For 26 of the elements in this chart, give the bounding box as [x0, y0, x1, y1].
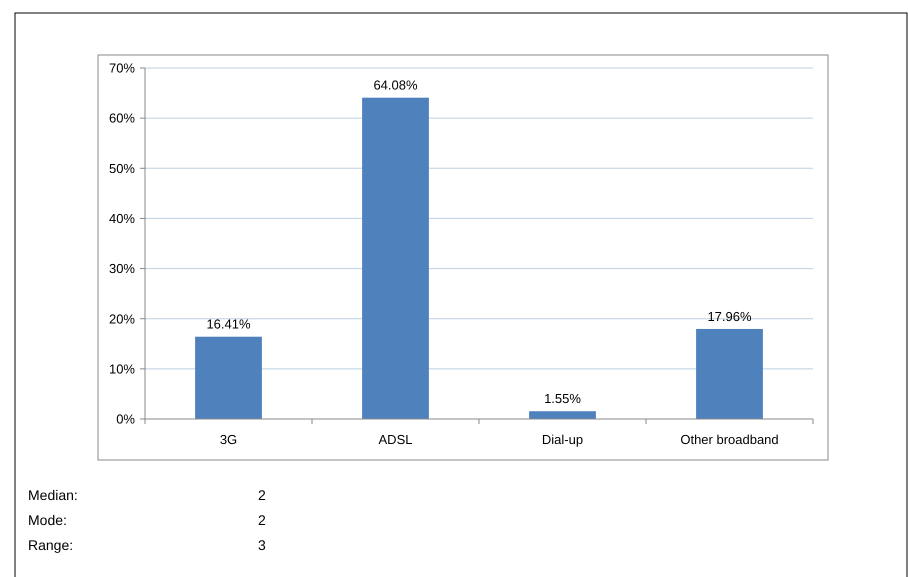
text: Range:	[28, 537, 74, 553]
y-tick-label: 10%	[108, 361, 136, 376]
y-tick-label: 20%	[108, 311, 136, 326]
bar	[696, 328, 763, 419]
text: 2	[258, 487, 266, 503]
y-tick-label: 40%	[108, 210, 136, 226]
y-tick-label: 0%	[116, 412, 136, 427]
text: 3	[258, 537, 266, 553]
y-tick-label: 60%	[108, 110, 136, 126]
data-label: 1.55%	[544, 391, 582, 406]
text: 2	[258, 512, 266, 528]
data-label: 16.41%	[206, 316, 251, 332]
text: Median:	[28, 487, 78, 503]
y-tick-label: 70%	[108, 60, 136, 76]
y-tick-label: 50%	[108, 160, 136, 176]
x-tick-label: 3G	[220, 432, 238, 447]
bar	[529, 411, 596, 419]
bar	[362, 98, 429, 419]
x-tick-label: ADSL	[378, 432, 412, 447]
data-label: 17.96%	[707, 308, 752, 324]
text: Mode:	[28, 512, 67, 528]
x-tick-label: Dial-up	[542, 432, 584, 447]
y-tick-label: 30%	[108, 261, 136, 276]
x-tick-label: Other broadband	[680, 432, 779, 447]
data-label: 64.08%	[373, 78, 418, 93]
bar	[195, 336, 262, 419]
